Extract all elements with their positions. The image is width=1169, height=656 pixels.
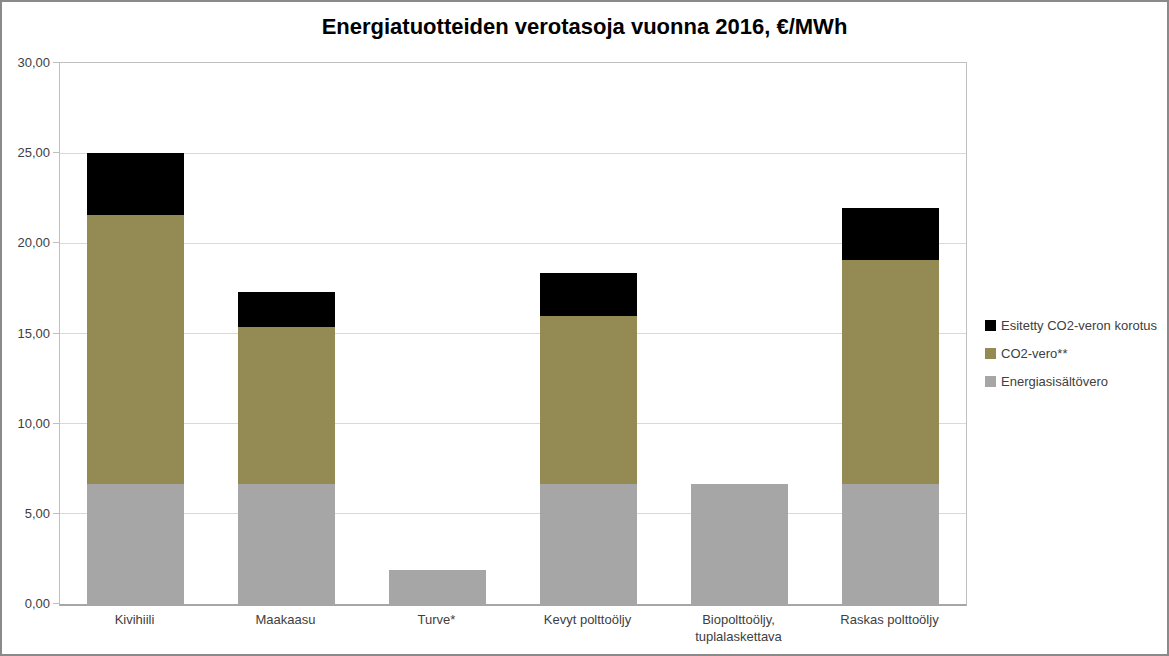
bar-stack bbox=[842, 208, 939, 604]
x-label-kevyt-poltto-ljy: Kevyt polttoöljy bbox=[512, 612, 663, 629]
bar-stack bbox=[238, 292, 335, 604]
bar-stack bbox=[540, 273, 637, 604]
bar-segment-co2-vero bbox=[842, 260, 939, 484]
bar-segment-esitetty-co2-veron-korotus bbox=[238, 292, 335, 327]
plot-area bbox=[59, 62, 967, 606]
legend-label: Esitetty CO2-veron korotus bbox=[1001, 318, 1157, 333]
x-label-turve: Turve* bbox=[361, 612, 512, 629]
bar-group-kevyt-poltto-ljy bbox=[513, 273, 664, 604]
bar-group-raskas-poltto-ljy bbox=[815, 208, 966, 604]
y-axis-tick bbox=[53, 242, 59, 243]
y-axis-tick bbox=[53, 513, 59, 514]
bar-segment-esitetty-co2-veron-korotus bbox=[842, 208, 939, 260]
x-label-raskas-poltto-ljy: Raskas polttoöljy bbox=[814, 612, 965, 629]
bar-segment-co2-vero bbox=[87, 215, 184, 485]
x-label-kivihiili: Kivihiili bbox=[59, 612, 210, 629]
y-tick-label: 5,00 bbox=[2, 505, 50, 520]
y-tick-label: 15,00 bbox=[2, 325, 50, 340]
bar-segment-energiasis-lt-vero bbox=[238, 484, 335, 604]
legend-swatch bbox=[985, 376, 996, 387]
y-tick-label: 25,00 bbox=[2, 145, 50, 160]
bar-group-biopoltto-ljy-tuplalaskettava bbox=[664, 484, 815, 604]
bar-segment-esitetty-co2-veron-korotus bbox=[87, 153, 184, 214]
bar-stack bbox=[87, 153, 184, 604]
legend-item-energiasis-lt-vero: Energiasisältövero bbox=[985, 374, 1157, 389]
y-tick-label: 0,00 bbox=[2, 596, 50, 611]
chart-frame: Energiatuotteiden verotasoja vuonna 2016… bbox=[0, 0, 1169, 656]
x-label-maakaasu: Maakaasu bbox=[210, 612, 361, 629]
y-axis-tick bbox=[53, 62, 59, 63]
chart-title: Energiatuotteiden verotasoja vuonna 2016… bbox=[2, 14, 1167, 40]
bar-stack bbox=[389, 570, 486, 604]
y-tick-label: 30,00 bbox=[2, 55, 50, 70]
legend-item-esitetty-co2-veron-korotus: Esitetty CO2-veron korotus bbox=[985, 318, 1157, 333]
legend-item-co2-vero: CO2-vero** bbox=[985, 346, 1157, 361]
y-axis-tick bbox=[53, 152, 59, 153]
x-label-biopoltto-ljy-tuplalaskettava: Biopolttoöljy, tuplalaskettava bbox=[663, 612, 814, 646]
bar-stack bbox=[691, 484, 788, 604]
y-tick-label: 10,00 bbox=[2, 415, 50, 430]
bar-segment-energiasis-lt-vero bbox=[389, 570, 486, 604]
bar-segment-energiasis-lt-vero bbox=[540, 484, 637, 604]
bar-group-maakaasu bbox=[211, 292, 362, 604]
y-axis-tick bbox=[53, 423, 59, 424]
bar-group-turve bbox=[362, 570, 513, 604]
bar-segment-energiasis-lt-vero bbox=[691, 484, 788, 604]
bar-group-kivihiili bbox=[60, 153, 211, 604]
bar-segment-co2-vero bbox=[238, 327, 335, 484]
legend-label: CO2-vero** bbox=[1001, 346, 1067, 361]
bar-segment-esitetty-co2-veron-korotus bbox=[540, 273, 637, 316]
legend: Esitetty CO2-veron korotus CO2-vero** Ener… bbox=[985, 318, 1157, 389]
legend-swatch bbox=[985, 320, 996, 331]
y-tick-label: 20,00 bbox=[2, 235, 50, 250]
legend-swatch bbox=[985, 348, 996, 359]
legend-label: Energiasisältövero bbox=[1001, 374, 1108, 389]
y-axis-tick bbox=[53, 333, 59, 334]
bar-segment-co2-vero bbox=[540, 316, 637, 484]
bar-segment-energiasis-lt-vero bbox=[87, 484, 184, 604]
bar-segment-energiasis-lt-vero bbox=[842, 484, 939, 604]
y-axis-tick bbox=[53, 603, 59, 604]
